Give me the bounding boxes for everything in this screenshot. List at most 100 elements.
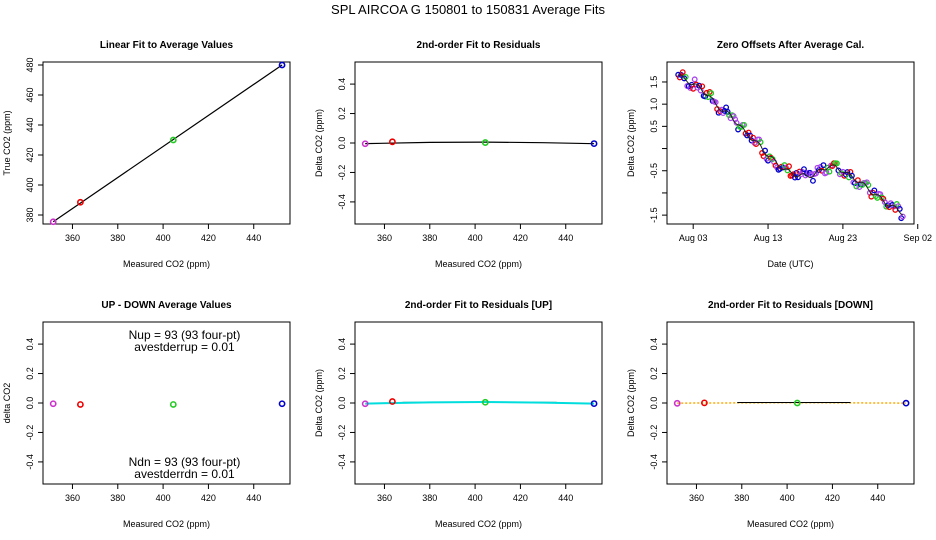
- x-tick-label: 400: [780, 493, 795, 503]
- x-tick-label: 420: [513, 233, 528, 243]
- x-tick-label: Aug 13: [754, 233, 783, 243]
- x-tick-label: 420: [513, 493, 528, 503]
- offset-point: [681, 75, 688, 82]
- y-tick-label: -0.2: [337, 425, 347, 441]
- data-point: [793, 399, 801, 407]
- offset-point: [899, 213, 906, 220]
- data-point: [481, 139, 489, 146]
- data-point: [76, 198, 84, 206]
- y-tick-label: -0.4: [337, 194, 347, 210]
- data-point: [361, 140, 369, 148]
- plot-frame: [42, 61, 291, 225]
- chart-panel-2: 2nd-order Fit to Residuals 360 380 400 420 44…: [314, 40, 603, 269]
- data-point: [278, 400, 286, 408]
- data-point: [278, 61, 286, 69]
- offset-point: [783, 164, 789, 171]
- y-tick-label: 0.0: [337, 397, 347, 410]
- y-tick-label: -1.5: [649, 207, 659, 223]
- offset-point: [823, 169, 830, 176]
- y-tick-label: 0.4: [337, 78, 347, 91]
- y-tick-label: 380: [25, 207, 35, 222]
- panel-title: UP - DOWN Average Values: [101, 300, 232, 311]
- x-tick-label: 400: [156, 233, 171, 243]
- offset-point: [815, 167, 822, 173]
- x-tick-label: 380: [110, 493, 125, 503]
- y-axis-label: Delta CO2 (ppm): [314, 109, 324, 177]
- data-point: [169, 136, 177, 144]
- offset-point: [848, 172, 855, 179]
- x-tick-label: 400: [468, 233, 483, 243]
- data-point: [388, 398, 396, 405]
- offset-point: [708, 90, 715, 97]
- offset-point: [679, 69, 686, 76]
- x-tick-label: 440: [246, 233, 261, 243]
- offset-point: [812, 170, 819, 177]
- y-tick-label: 440: [25, 117, 35, 132]
- y-tick-label: 0.2: [649, 367, 659, 380]
- annotation-avestderrdn: avestderrdn = 0.01: [134, 467, 235, 481]
- y-tick-label: -0.2: [25, 425, 35, 441]
- y-tick-label: 400: [25, 177, 35, 192]
- x-tick-label: 420: [201, 493, 216, 503]
- offset-point: [820, 162, 827, 169]
- x-tick-label: Sep 02: [903, 233, 932, 243]
- panel-title: 2nd-order Fit to Residuals [UP]: [405, 300, 552, 311]
- data-point: [590, 400, 598, 407]
- annotation-ndn: Ndn = 93 (93 four-pt): [129, 455, 241, 469]
- data-point: [49, 218, 57, 226]
- annotation-avestderrup: avestderrup = 0.01: [134, 340, 235, 354]
- x-tick-label: 360: [65, 233, 80, 243]
- panel-title: Linear Fit to Average Values: [100, 40, 234, 51]
- annotation-nup: Nup = 93 (93 four-pt): [129, 328, 241, 342]
- y-tick-label: 0.0: [649, 397, 659, 410]
- x-tick-label: 360: [689, 493, 704, 503]
- x-tick-label: 360: [65, 493, 80, 503]
- x-axis-label: Measured CO2 (ppm): [747, 519, 834, 529]
- x-tick-label: Aug 03: [679, 233, 708, 243]
- y-tick-label: 0.5: [649, 120, 659, 133]
- x-tick-label: 360: [377, 233, 392, 243]
- y-tick-label: 0.0: [337, 137, 347, 150]
- y-tick-label: -0.4: [25, 454, 35, 470]
- y-tick-label: 0.2: [337, 367, 347, 380]
- panel-title: 2nd-order Fit to Residuals: [417, 40, 541, 51]
- x-tick-label: 440: [870, 493, 885, 503]
- x-axis-label: Measured CO2 (ppm): [123, 519, 210, 529]
- y-tick-label: 1.5: [649, 76, 659, 89]
- offset-point: [741, 121, 748, 128]
- y-tick-label: 420: [25, 147, 35, 162]
- plot-frame: [666, 61, 915, 225]
- x-axis-label: Measured CO2 (ppm): [435, 519, 522, 529]
- data-point: [76, 401, 84, 408]
- chart-panel-1: Linear Fit to Average Values 360 380 400 420…: [2, 40, 291, 269]
- x-tick-label: 400: [468, 493, 483, 503]
- y-tick-label: 0.2: [25, 367, 35, 380]
- y-tick-label: -0.5: [649, 163, 659, 179]
- y-tick-label: 0.4: [649, 338, 659, 351]
- chart-panel-4: UP - DOWN Average Values 360 380 400 420 440 -…: [2, 300, 291, 529]
- y-tick-label: 460: [25, 87, 35, 102]
- y-tick-label: 0.4: [25, 338, 35, 351]
- offset-point: [687, 84, 694, 91]
- x-tick-label: 440: [246, 493, 261, 503]
- y-tick-label: 1.0: [649, 98, 659, 111]
- panel-title: Zero Offsets After Average Cal.: [717, 40, 864, 51]
- data-point: [700, 399, 708, 407]
- y-axis-label: delta CO2: [2, 383, 12, 424]
- chart-panel-6: 2nd-order Fit to Residuals [DOWN] 360 380 4…: [626, 300, 915, 529]
- y-tick-label: 0.4: [337, 338, 347, 351]
- offset-point: [833, 160, 840, 167]
- figure-title: SPL AIRCOA G 150801 to 150831 Average Fi…: [331, 2, 605, 17]
- x-tick-label: 360: [377, 493, 392, 503]
- data-point: [590, 140, 598, 147]
- fit-curve: [365, 141, 595, 145]
- data-point: [169, 401, 177, 408]
- chart-panel-5: 2nd-order Fit to Residuals [UP] 360 380 400…: [314, 300, 603, 529]
- y-tick-label: -0.2: [337, 165, 347, 181]
- offset-series-line: [678, 74, 904, 216]
- x-tick-label: 420: [201, 233, 216, 243]
- y-tick-label: -0.4: [337, 454, 347, 470]
- offset-point: [786, 163, 792, 170]
- fit-line: [52, 64, 283, 223]
